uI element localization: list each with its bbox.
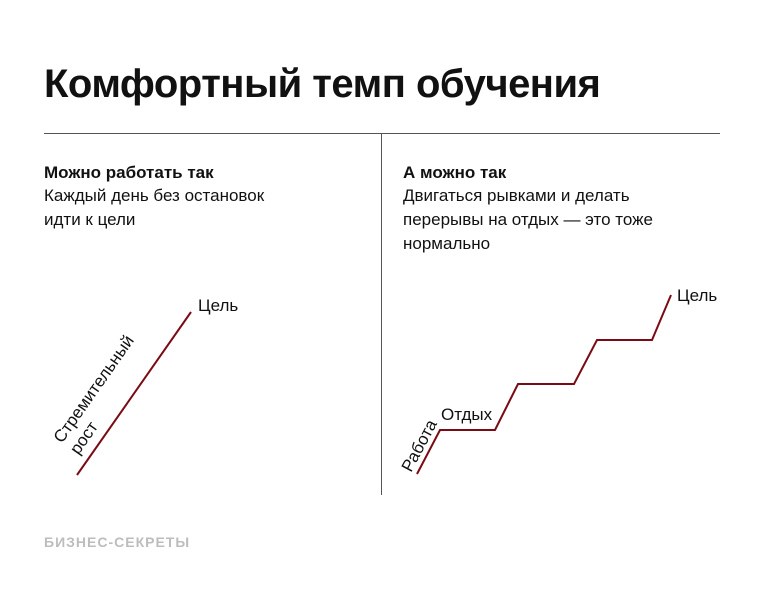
right-description-line: Двигаться рывками и делать — [403, 186, 630, 205]
left-goal-label: Цель — [198, 296, 238, 315]
brand-logo: БИЗНЕС-СЕКРЕТЫ — [44, 534, 191, 550]
page-title: Комфортный темп обучения — [44, 62, 601, 106]
right-description-line: нормально — [403, 234, 491, 253]
right-description-line: перерывы на отдых — это тоже — [403, 210, 653, 229]
right-goal-label: Цель — [677, 286, 717, 305]
horizontal-divider — [44, 133, 720, 134]
right-heading: А можно так — [403, 163, 507, 182]
stepwise-progress-line — [416, 294, 672, 475]
left-description-line: Каждый день без остановок — [44, 186, 265, 205]
steady-growth-line — [76, 311, 192, 476]
vertical-divider — [381, 133, 382, 495]
right-description: Двигаться рывками и делать перерывы на о… — [403, 184, 653, 256]
left-description-line: идти к цели — [44, 210, 136, 229]
left-heading: Можно работать так — [44, 163, 214, 182]
rest-label: Отдых — [441, 405, 493, 424]
left-description: Каждый день без остановок идти к цели — [44, 184, 264, 232]
work-label: Работа — [398, 416, 441, 475]
